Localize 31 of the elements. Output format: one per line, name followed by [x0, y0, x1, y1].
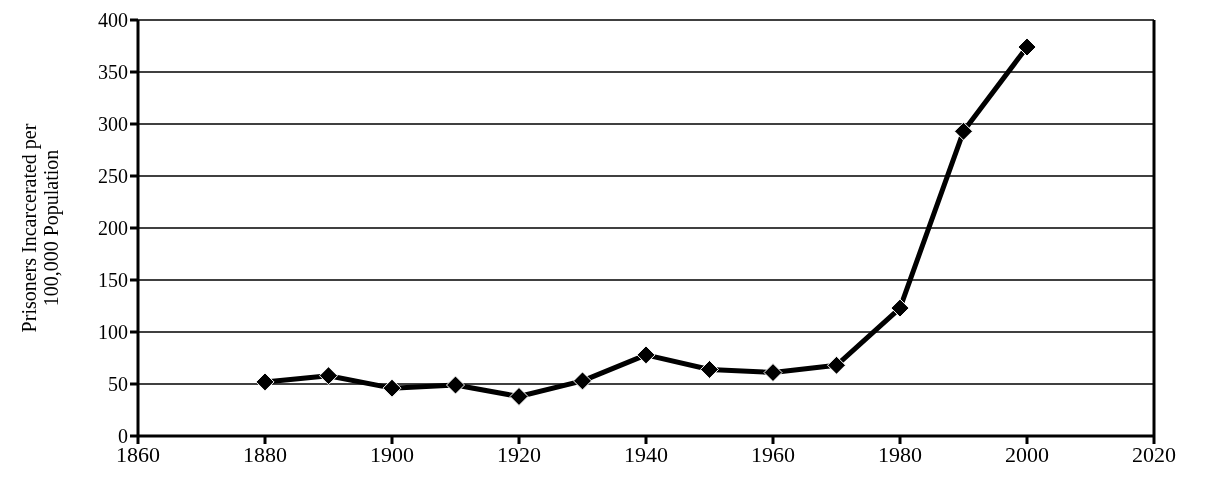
point [763, 363, 783, 383]
y-tick-label: 0 [118, 425, 128, 448]
x-tick-label: 2000 [1005, 441, 1049, 467]
y-tick-label: 50 [108, 373, 128, 396]
point [509, 386, 529, 406]
point [700, 359, 719, 379]
x-tick-label: 1920 [497, 441, 541, 467]
y-tick-label: 200 [98, 217, 128, 240]
y-tick-label: 300 [98, 113, 128, 136]
point [890, 298, 910, 318]
y-tick-label: 150 [98, 269, 128, 292]
x-tick-label: 1900 [370, 441, 414, 467]
point [827, 355, 846, 375]
point [446, 375, 465, 395]
x-tick-label: 1940 [624, 441, 668, 467]
point [573, 371, 592, 391]
y-tick-label: 350 [98, 61, 128, 84]
x-tick-label: 2020 [1132, 441, 1176, 467]
y-tick-label: 250 [98, 165, 128, 188]
point [954, 121, 973, 141]
point [1017, 37, 1037, 57]
y-axis-title: Prisoners Incarcerated per 100,000 Population [18, 123, 63, 333]
point [255, 372, 275, 392]
point [382, 378, 402, 398]
point [319, 366, 338, 386]
x-tick-label: 1880 [243, 441, 287, 467]
x-tick-label: 1980 [878, 441, 922, 467]
y-tick-label: 100 [98, 321, 128, 344]
x-tick-label: 1960 [751, 441, 795, 467]
point [636, 345, 656, 365]
y-tick-label: 400 [98, 9, 128, 32]
